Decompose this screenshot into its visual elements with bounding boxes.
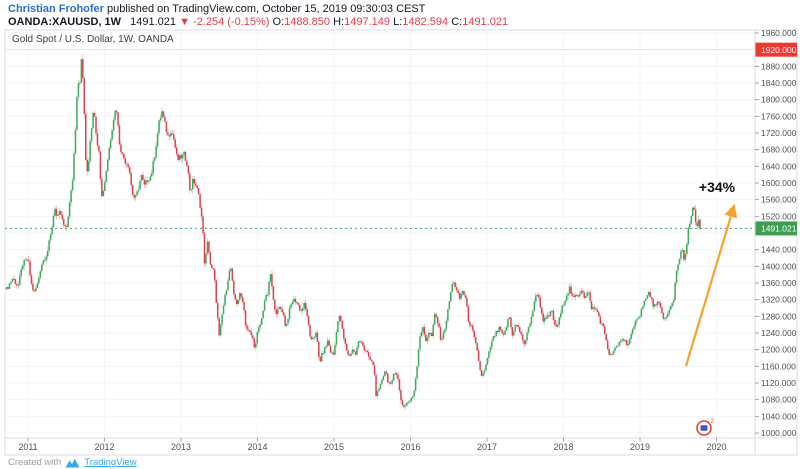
time-axis[interactable] — [5, 438, 755, 455]
price-tick-label: 1800.000 — [761, 95, 797, 105]
open-value: 1488.850 — [284, 16, 331, 28]
symbol-name: OANDA:XAUUSD, 1W — [8, 16, 122, 28]
close-label: C: — [451, 16, 463, 28]
chart-legend: Gold Spot / U.S. Dollar, 1W, OANDA — [12, 34, 174, 45]
price-tick-label: 1640.000 — [761, 161, 797, 171]
candles-layer — [5, 54, 701, 410]
tradingview-logo-icon[interactable] — [65, 458, 80, 468]
price-tick-label: 1600.000 — [761, 178, 797, 188]
year-tick-label: 2012 — [94, 442, 114, 452]
price-tick-label: 1120.000 — [761, 378, 796, 388]
year-tick-label: 2014 — [247, 442, 267, 452]
plot-area[interactable] — [5, 30, 755, 438]
high-label: H: — [333, 16, 345, 28]
price-axis[interactable] — [755, 30, 797, 438]
price-tick-label: 1560.000 — [761, 195, 797, 205]
year-tick-label: 2011 — [18, 442, 37, 452]
created-with-text: Created with — [8, 457, 62, 468]
price-tick-label: 1320.000 — [761, 295, 797, 305]
year-tick-label: 2020 — [706, 442, 726, 452]
year-tick-label: 2015 — [324, 442, 344, 452]
price-tick-label: 1080.000 — [761, 395, 797, 405]
price-tick-label: 1520.000 — [761, 211, 797, 221]
footer: Created with TradingView — [8, 457, 137, 468]
drawings-layer: +34% 2 — [5, 179, 755, 436]
price-tick-label: 1680.000 — [761, 145, 797, 155]
year-tick-label: 2016 — [400, 442, 420, 452]
high-price-badge — [755, 42, 797, 57]
gridlines — [5, 30, 755, 438]
price-tick-label: 1760.000 — [761, 111, 797, 121]
broker-logo-sup: 2 — [711, 419, 715, 425]
price-tick-label: 1360.000 — [761, 278, 797, 288]
year-tick-label: 2013 — [171, 442, 191, 452]
close-value: 1491.021 — [462, 16, 509, 28]
symbol-line: OANDA:XAUUSD, 1W 1491.021 ▼ -2.254 (-0.1… — [8, 16, 788, 28]
axes-labels: 1000.000 1040.000 1080.000 1120.000 1160.000… — [18, 28, 797, 452]
price-tick-label: 1280.000 — [761, 311, 797, 321]
high-price-badge-label: 1920.000 — [761, 45, 797, 55]
open-label: O: — [272, 16, 285, 28]
pane-border — [4, 29, 798, 456]
price-tick-label: 1840.000 — [761, 78, 797, 88]
snapshot-header: Christian Frohofer published on TradingV… — [8, 3, 788, 28]
price-tick-label: 1040.000 — [761, 411, 797, 421]
year-tick-label: 2019 — [630, 442, 650, 452]
price-tick-label: 1720.000 — [761, 128, 797, 138]
tradingview-brand-link[interactable]: TradingView — [84, 457, 137, 468]
current-price-badge-label: 1491.021 — [761, 224, 797, 234]
author-link[interactable]: Christian Frohofer — [8, 3, 104, 15]
high-value: 1497.149 — [344, 16, 390, 28]
price-tick-label: 1200.000 — [761, 345, 797, 355]
low-value: 1482.594 — [402, 16, 449, 28]
price-tick-label: 1240.000 — [761, 328, 797, 338]
published-text: published on TradingView.com, October 15… — [107, 3, 426, 15]
trend-arrow — [684, 203, 738, 367]
year-tick-label: 2017 — [477, 442, 497, 452]
direction-down-icon: ▼ — [179, 16, 190, 28]
last-price: 1491.021 — [130, 16, 177, 28]
broker-logo-mark — [700, 425, 708, 431]
price-tick-label: 1160.000 — [761, 361, 796, 371]
price-tick-label: 1000.000 — [761, 428, 797, 438]
price-tick-label: 1880.000 — [761, 61, 797, 71]
price-tick-label: 1400.000 — [761, 261, 797, 271]
published-line: Christian Frohofer published on TradingV… — [8, 3, 788, 15]
low-label: L: — [393, 16, 403, 28]
gain-annotation: +34% — [699, 179, 736, 195]
price-tick-label: 1440.000 — [761, 245, 797, 255]
chart-frame — [4, 29, 798, 456]
current-price-badge — [755, 221, 797, 236]
year-tick-label: 2018 — [553, 442, 573, 452]
price-tick-label: 1960.000 — [761, 28, 797, 38]
change-value: -2.254 (-0.15%) — [193, 16, 270, 28]
